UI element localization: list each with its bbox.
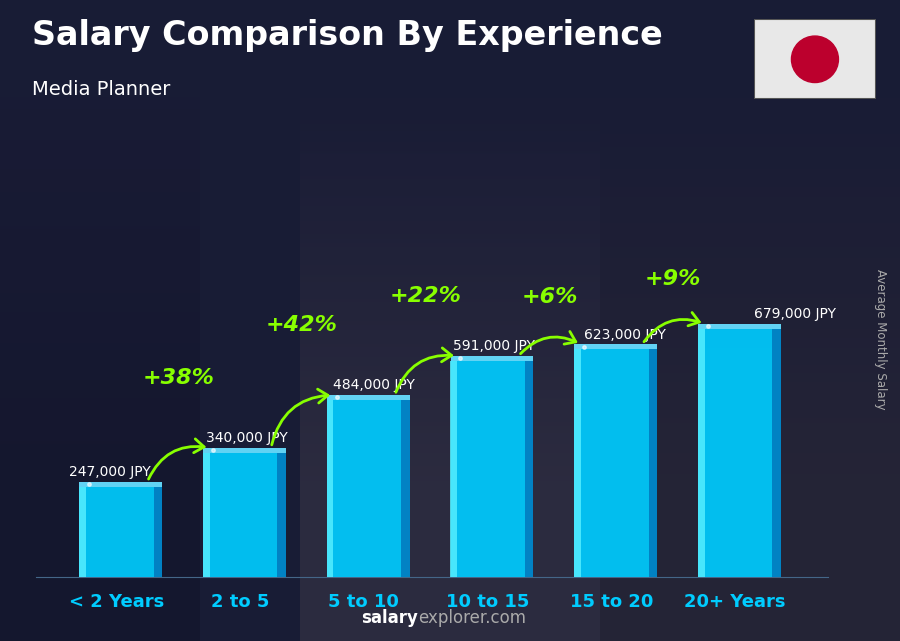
- Text: +22%: +22%: [390, 286, 462, 306]
- Bar: [698, 328, 772, 577]
- Bar: [772, 328, 781, 577]
- FancyArrowPatch shape: [520, 331, 576, 354]
- Bar: [327, 395, 410, 400]
- Bar: [401, 400, 410, 577]
- Text: explorer.com: explorer.com: [418, 609, 526, 627]
- Bar: [649, 349, 657, 577]
- Bar: [79, 481, 162, 487]
- Text: 591,000 JPY: 591,000 JPY: [453, 339, 535, 353]
- Bar: [525, 361, 534, 577]
- Text: Salary Comparison By Experience: Salary Comparison By Experience: [32, 19, 662, 52]
- Bar: [154, 487, 162, 577]
- Text: 679,000 JPY: 679,000 JPY: [754, 307, 836, 321]
- Bar: [327, 400, 401, 577]
- Bar: [79, 487, 86, 577]
- FancyArrowPatch shape: [272, 389, 328, 445]
- Bar: [79, 487, 154, 577]
- Bar: [327, 400, 333, 577]
- Bar: [574, 349, 649, 577]
- FancyBboxPatch shape: [754, 19, 876, 99]
- Bar: [574, 349, 580, 577]
- FancyArrowPatch shape: [396, 348, 452, 392]
- Text: Media Planner: Media Planner: [32, 80, 170, 99]
- Bar: [450, 361, 457, 577]
- Text: salary: salary: [362, 609, 418, 627]
- FancyArrowPatch shape: [644, 313, 699, 342]
- Bar: [451, 361, 525, 577]
- Bar: [203, 453, 277, 577]
- Bar: [574, 344, 657, 349]
- Text: 623,000 JPY: 623,000 JPY: [584, 328, 666, 342]
- Text: Average Monthly Salary: Average Monthly Salary: [874, 269, 886, 410]
- Bar: [698, 324, 781, 328]
- Text: 340,000 JPY: 340,000 JPY: [205, 431, 287, 445]
- Bar: [451, 356, 534, 361]
- Text: 247,000 JPY: 247,000 JPY: [69, 465, 151, 479]
- Bar: [698, 328, 705, 577]
- Text: +9%: +9%: [645, 269, 701, 288]
- Text: +42%: +42%: [266, 315, 338, 335]
- Bar: [277, 453, 286, 577]
- Bar: [202, 453, 210, 577]
- Bar: [203, 447, 286, 453]
- Text: +38%: +38%: [142, 368, 214, 388]
- Text: +6%: +6%: [521, 287, 578, 307]
- FancyArrowPatch shape: [148, 439, 204, 479]
- Text: 484,000 JPY: 484,000 JPY: [333, 378, 415, 392]
- Circle shape: [791, 36, 839, 83]
